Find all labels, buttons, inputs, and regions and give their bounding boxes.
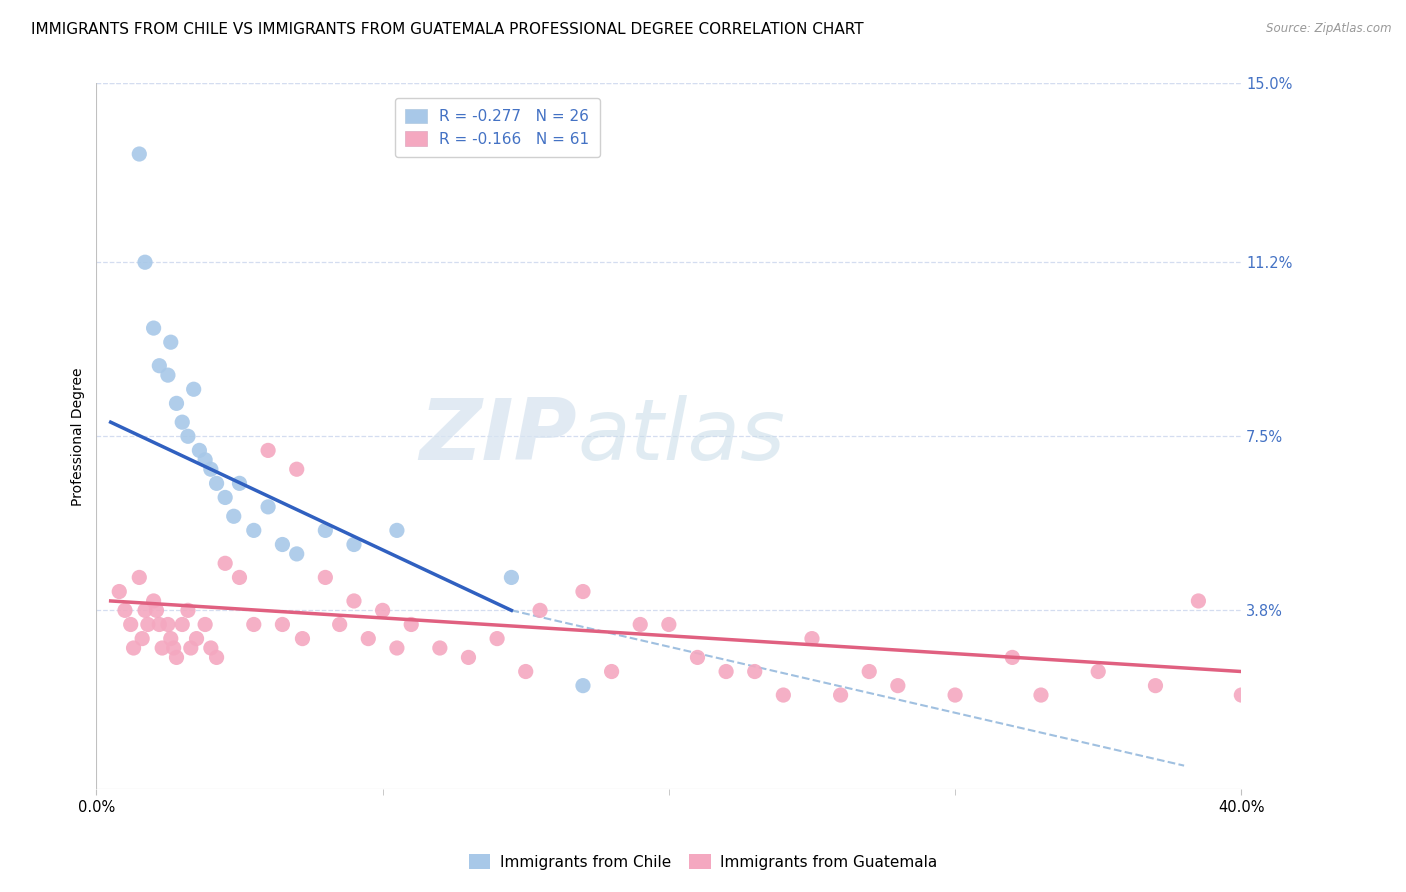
Text: IMMIGRANTS FROM CHILE VS IMMIGRANTS FROM GUATEMALA PROFESSIONAL DEGREE CORRELATI: IMMIGRANTS FROM CHILE VS IMMIGRANTS FROM… <box>31 22 863 37</box>
Point <box>329 617 352 632</box>
Point <box>357 632 380 646</box>
Point <box>429 640 451 655</box>
Text: ZIP: ZIP <box>419 395 578 478</box>
Point <box>162 640 184 655</box>
Point <box>114 603 136 617</box>
Point <box>385 524 408 538</box>
Point <box>228 570 250 584</box>
Point <box>343 537 366 551</box>
Point <box>772 688 794 702</box>
Point <box>131 632 153 646</box>
Point <box>134 255 156 269</box>
Point <box>285 462 308 476</box>
Point <box>142 321 165 335</box>
Point <box>314 524 336 538</box>
Point <box>142 594 165 608</box>
Point <box>145 603 167 617</box>
Point <box>128 147 150 161</box>
Point <box>1187 594 1209 608</box>
Text: Source: ZipAtlas.com: Source: ZipAtlas.com <box>1267 22 1392 36</box>
Text: atlas: atlas <box>578 395 785 478</box>
Point <box>1001 650 1024 665</box>
Point <box>156 368 179 383</box>
Point <box>166 396 188 410</box>
Point <box>205 650 228 665</box>
Point <box>501 570 523 584</box>
Point <box>166 650 188 665</box>
Point <box>134 603 156 617</box>
Point <box>108 584 131 599</box>
Point <box>257 443 280 458</box>
Point <box>271 537 294 551</box>
Point <box>243 524 266 538</box>
Point <box>214 491 236 505</box>
Point <box>200 462 222 476</box>
Point <box>572 679 595 693</box>
Point <box>314 570 336 584</box>
Point <box>285 547 308 561</box>
Point <box>122 640 145 655</box>
Point <box>801 632 824 646</box>
Point <box>172 617 194 632</box>
Point <box>243 617 266 632</box>
Point <box>744 665 766 679</box>
Point <box>200 640 222 655</box>
Point <box>486 632 509 646</box>
Point <box>136 617 159 632</box>
Point <box>128 570 150 584</box>
Point <box>257 500 280 514</box>
Point <box>228 476 250 491</box>
Point <box>385 640 408 655</box>
Point <box>572 584 595 599</box>
Point <box>222 509 245 524</box>
Point <box>194 617 217 632</box>
Point <box>177 429 200 443</box>
Point <box>159 632 181 646</box>
Point <box>600 665 623 679</box>
Point <box>159 335 181 350</box>
Point <box>658 617 681 632</box>
Point <box>194 452 217 467</box>
Point <box>529 603 551 617</box>
Point <box>1230 688 1253 702</box>
Point <box>515 665 537 679</box>
Point <box>887 679 910 693</box>
Legend: R = -0.277   N = 26, R = -0.166   N = 61: R = -0.277 N = 26, R = -0.166 N = 61 <box>395 98 600 158</box>
Point <box>205 476 228 491</box>
Point <box>156 617 179 632</box>
Point <box>271 617 294 632</box>
Point <box>343 594 366 608</box>
Point <box>177 603 200 617</box>
Point <box>628 617 651 632</box>
Point <box>150 640 173 655</box>
Point <box>943 688 966 702</box>
Point <box>858 665 880 679</box>
Point <box>371 603 394 617</box>
Point <box>291 632 314 646</box>
Point <box>120 617 142 632</box>
Y-axis label: Professional Degree: Professional Degree <box>72 367 86 506</box>
Point <box>457 650 479 665</box>
Point <box>172 415 194 429</box>
Point <box>1029 688 1052 702</box>
Point <box>183 382 205 396</box>
Point <box>214 557 236 571</box>
Point <box>180 640 202 655</box>
Point <box>186 632 208 646</box>
Point <box>686 650 709 665</box>
Point <box>1087 665 1109 679</box>
Legend: Immigrants from Chile, Immigrants from Guatemala: Immigrants from Chile, Immigrants from G… <box>461 847 945 877</box>
Point <box>399 617 422 632</box>
Point <box>830 688 852 702</box>
Point <box>714 665 737 679</box>
Point <box>148 359 170 373</box>
Point <box>148 617 170 632</box>
Point <box>188 443 211 458</box>
Point <box>1144 679 1167 693</box>
